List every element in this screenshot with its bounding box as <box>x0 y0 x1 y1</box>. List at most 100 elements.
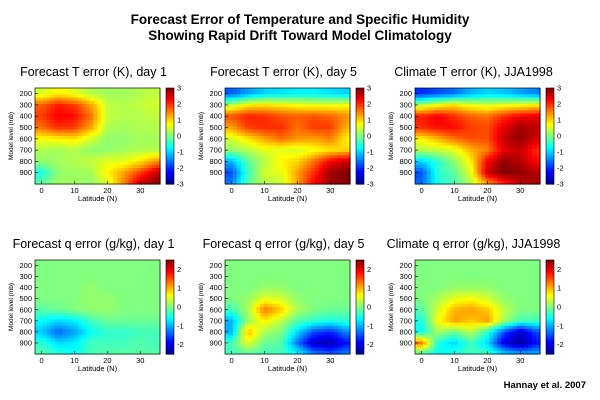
chart-1-cell <box>330 126 335 131</box>
chart-0-cell <box>132 113 138 118</box>
chart-0-cell <box>54 120 60 124</box>
chart-3-cell <box>156 285 161 289</box>
chart-1-ytick-label: 500 <box>209 123 222 132</box>
chart-1-cell <box>342 164 347 169</box>
chart-1-cell <box>244 110 250 115</box>
chart-0-cell <box>132 132 138 137</box>
chart-3-cell <box>54 297 60 302</box>
chart-3-colorbar-swatch <box>166 301 174 304</box>
chart-1-cell <box>303 116 308 121</box>
chart-2-cell <box>508 132 514 137</box>
chart-3-cell <box>148 325 153 330</box>
chart-1-cell <box>299 88 304 92</box>
chart-2-cell <box>497 110 502 115</box>
chart-4-cell <box>291 263 296 267</box>
chart-2-cell <box>493 180 498 185</box>
chart-4-cell <box>346 275 351 280</box>
chart-1-cell <box>240 104 246 108</box>
chart-1-cell <box>307 136 312 140</box>
chart-4-cell <box>271 288 277 292</box>
chart-1-cell <box>279 100 285 105</box>
chart-1-cell <box>260 161 265 166</box>
chart-2-colorbar-swatch <box>546 114 554 117</box>
chart-2-colorbar-swatch <box>546 134 554 137</box>
chart-4-cell <box>256 316 261 321</box>
chart-1-cell <box>260 110 265 115</box>
chart-3-cell <box>89 307 95 311</box>
chart-4-cell <box>330 291 335 296</box>
chart-4-cell <box>244 263 250 267</box>
chart-1-cell <box>326 97 332 102</box>
chart-1-cell <box>279 136 285 140</box>
chart-0-cell <box>156 107 161 111</box>
chart-0-cell <box>66 145 71 150</box>
chart-3-cell <box>89 281 95 286</box>
chart-3-cell <box>152 344 157 349</box>
chart-1-cell <box>338 139 343 143</box>
chart-4-cell <box>326 316 332 321</box>
chart-4-cell <box>346 328 351 333</box>
chart-0-cell <box>97 171 103 175</box>
chart-4-cell <box>271 294 277 299</box>
chart-3-cell <box>140 303 145 308</box>
chart-2-cell <box>477 97 483 102</box>
chart-3-cell <box>89 294 95 299</box>
chart-1-cell <box>267 97 273 102</box>
chart-2-cell <box>500 88 506 92</box>
chart-2-cell <box>457 174 463 179</box>
chart-0-cell <box>38 100 44 105</box>
chart-1-cell <box>264 152 269 156</box>
chart-3-cell <box>81 272 87 277</box>
chart-0-cell <box>38 136 44 140</box>
chart-4-cell <box>334 307 339 311</box>
chart-3-cell <box>120 313 126 317</box>
chart-2-cell <box>524 126 529 131</box>
chart-3-cell <box>58 278 63 283</box>
chart-2-cell <box>497 113 502 118</box>
chart-4-cell <box>338 294 343 299</box>
chart-3-colorbar-swatch <box>166 299 174 302</box>
chart-1-cell <box>275 155 281 159</box>
chart-2-cell <box>461 123 467 127</box>
chart-3-cell <box>62 297 67 302</box>
chart-3-cell <box>128 294 134 299</box>
chart-2-colorbar-swatch <box>546 142 554 145</box>
chart-2-cell <box>477 100 483 105</box>
chart-4-cell <box>291 278 296 283</box>
chart-0-cell <box>128 116 134 121</box>
chart-2-cell <box>461 126 467 131</box>
chart-1-cell <box>256 94 261 99</box>
chart-3-cell <box>109 350 114 355</box>
chart-1-cell <box>307 123 312 127</box>
chart-3-colorbar-swatch <box>166 314 174 318</box>
chart-1-cell <box>310 174 316 179</box>
chart-2-cell <box>489 129 494 134</box>
chart-4-cell <box>322 266 328 270</box>
chart-2-cell <box>461 161 467 166</box>
chart-4-cell <box>338 288 343 292</box>
chart-0-colorbar-swatch <box>166 106 174 109</box>
chart-2-cell <box>516 88 522 92</box>
chart-0-cell <box>156 168 161 172</box>
chart-3-cell <box>148 266 153 270</box>
chart-1-cell <box>225 171 230 175</box>
chart-3-cell <box>109 263 114 267</box>
chart-1-cell <box>232 100 238 105</box>
chart-4-cell <box>322 291 328 296</box>
chart-3-colorbar-swatch <box>166 297 174 300</box>
chart-2-cell <box>418 180 424 185</box>
chart-1-colorbar-swatch <box>356 140 364 143</box>
chart-0-cell <box>46 120 52 124</box>
chart-3-cell <box>74 322 79 327</box>
chart-0-cell <box>109 91 114 95</box>
chart-3-cell <box>109 347 114 352</box>
chart-0-cell <box>124 97 130 102</box>
chart-1-cell <box>228 161 234 166</box>
chart-0-cell <box>148 142 153 147</box>
chart-1-cell <box>342 91 347 95</box>
chart-0-cell <box>35 158 40 163</box>
chart-2-cell <box>461 148 467 153</box>
chart-4-heatmap <box>225 260 351 355</box>
chart-1-cell <box>314 129 320 134</box>
chart-2-cell <box>465 177 471 182</box>
